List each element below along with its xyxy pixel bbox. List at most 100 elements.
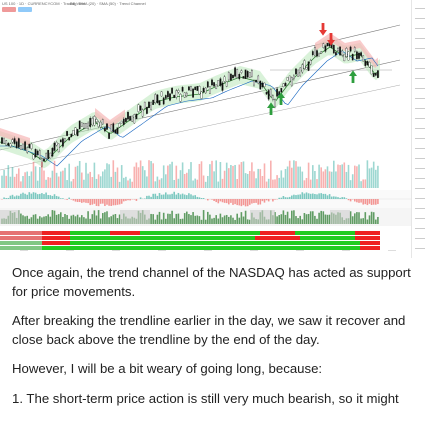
- oscillator-bar: [112, 199, 115, 206]
- price-axis[interactable]: [411, 0, 426, 258]
- oscillator-bar: [322, 193, 325, 199]
- volume-bar: [39, 167, 41, 188]
- volume-bar: [64, 167, 66, 188]
- oscillator-bar: [360, 199, 362, 203]
- volume-bar: [152, 163, 154, 188]
- histogram-bar: [305, 214, 308, 224]
- candle-body: [324, 45, 327, 52]
- candle-body: [299, 67, 302, 77]
- histogram-bar: [291, 210, 293, 224]
- price-axis-tick: [415, 78, 425, 79]
- oscillator-bar: [314, 194, 316, 199]
- oscillator-bar: [34, 192, 37, 199]
- candle-body: [253, 80, 255, 86]
- histogram-bar: [78, 217, 81, 224]
- volume-bar: [278, 177, 280, 188]
- volume-bar: [213, 171, 215, 188]
- volume-bar: [347, 164, 350, 188]
- price-axis-tick: [415, 8, 425, 9]
- histogram-bar: [43, 216, 45, 224]
- oscillator-bar: [198, 197, 201, 199]
- volume-bar: [234, 164, 236, 188]
- candle-body: [59, 139, 62, 143]
- oscillator-bar: [125, 199, 127, 201]
- candle-body: [188, 86, 190, 91]
- candle-body: [45, 153, 47, 159]
- candle-body: [202, 87, 205, 92]
- volume-bar: [89, 171, 91, 188]
- signal-arrow-down-icon-shaft: [321, 23, 325, 30]
- time-axis[interactable]: [0, 249, 412, 258]
- histogram-bar: [76, 214, 79, 224]
- oscillator-bar: [337, 197, 339, 199]
- candle-body: [257, 75, 260, 84]
- signal-arrow-up-icon: [349, 70, 357, 76]
- histogram-bar: [293, 210, 295, 224]
- volume-bar: [339, 165, 341, 188]
- volume-bar: [13, 176, 16, 188]
- trend-meter-label-bg: [0, 236, 42, 240]
- histogram-bar: [249, 219, 251, 224]
- histogram-bar: [301, 219, 304, 224]
- volume-bar: [274, 179, 276, 188]
- volume-bar: [57, 176, 60, 188]
- volume-bar: [316, 179, 318, 188]
- candle-body: [366, 61, 369, 66]
- volume-bar: [169, 164, 171, 188]
- chart-canvas[interactable]: [0, 0, 412, 258]
- histogram-bar: [351, 216, 354, 224]
- candle-body: [234, 67, 236, 77]
- oscillator-bar: [68, 197, 70, 199]
- trading-chart[interactable]: US 100 · 1D · CURRENCYCOM · TradingView …: [0, 0, 426, 258]
- histogram-bar: [26, 215, 28, 224]
- price-axis-tick: [415, 148, 425, 149]
- candle-body: [238, 74, 241, 80]
- oscillator-bar: [368, 199, 371, 204]
- candle-body: [311, 51, 314, 56]
- oscillator-bar: [93, 199, 96, 204]
- volume-bar: [11, 167, 14, 188]
- candle-body: [55, 141, 58, 146]
- volume-bar: [225, 162, 228, 188]
- oscillator-bar: [324, 193, 327, 199]
- candle-body: [339, 46, 341, 56]
- candle-body: [137, 104, 140, 112]
- signal-arrow-up-icon-shaft: [279, 98, 283, 105]
- price-axis-tick: [415, 208, 425, 209]
- oscillator-bar: [20, 193, 22, 199]
- histogram-bar: [368, 215, 371, 224]
- oscillator-bar: [83, 199, 85, 203]
- histogram-bar: [349, 211, 352, 224]
- oscillator-bar: [211, 199, 213, 200]
- signal-arrow-up-icon: [277, 92, 285, 98]
- histogram-bar: [60, 212, 62, 224]
- candle-body: [248, 72, 251, 78]
- candle-body: [307, 61, 310, 71]
- candle-body: [76, 129, 79, 136]
- volume-bar: [135, 162, 138, 188]
- histogram-bar: [190, 215, 192, 224]
- histogram-bar: [95, 215, 98, 224]
- histogram-bar: [104, 212, 106, 224]
- histogram-bar: [114, 214, 117, 224]
- candle-body: [246, 71, 249, 78]
- candle-body: [3, 137, 5, 144]
- volume-bar: [9, 176, 12, 188]
- histogram-bar: [183, 213, 186, 224]
- candle-body: [320, 51, 323, 54]
- oscillator-bar: [251, 199, 253, 204]
- volume-bar: [179, 170, 182, 188]
- volume-bar: [257, 168, 259, 188]
- candle-body: [122, 118, 125, 125]
- article-paragraph-1: Once again, the trend channel of the NAS…: [12, 265, 411, 299]
- candle-body: [374, 73, 377, 76]
- oscillator-bar: [312, 193, 314, 199]
- histogram-bar: [34, 214, 37, 224]
- histogram-bar: [28, 218, 31, 224]
- volume-bar: [49, 177, 52, 188]
- oscillator-bar: [129, 199, 131, 201]
- candle-body: [125, 117, 127, 122]
- volume-bar: [7, 165, 10, 188]
- histogram-bar: [207, 211, 209, 224]
- volume-bar: [284, 169, 287, 188]
